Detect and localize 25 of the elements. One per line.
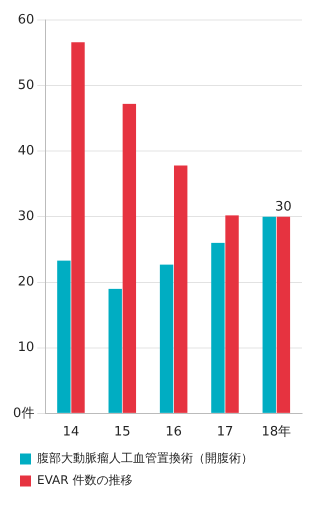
x-tick-label: 18年 bbox=[262, 424, 292, 440]
y-tick-label: 50 bbox=[18, 78, 34, 93]
bar bbox=[225, 215, 239, 413]
x-tick-label: 14 bbox=[62, 424, 80, 440]
legend-label: 腹部大動脈瘤人工血管置換術（開腹術） bbox=[37, 451, 253, 466]
bar bbox=[262, 216, 276, 413]
bar bbox=[71, 42, 85, 413]
legend-label: EVAR 件数の推移 bbox=[37, 473, 132, 488]
x-tick-label: 17 bbox=[216, 424, 234, 440]
x-tick-label: 15 bbox=[114, 424, 131, 440]
bar bbox=[211, 242, 225, 413]
data-label: 30 bbox=[275, 200, 292, 215]
y-tick-label: 60 bbox=[18, 12, 34, 28]
y-tick-label: 10 bbox=[18, 340, 34, 356]
y-tick-label: 40 bbox=[18, 144, 34, 159]
bar bbox=[160, 264, 174, 413]
bar bbox=[276, 216, 290, 413]
bar bbox=[57, 260, 71, 413]
bar bbox=[108, 288, 122, 413]
x-tick-label: 16 bbox=[165, 424, 182, 440]
bar bbox=[122, 104, 136, 413]
bar bbox=[174, 166, 188, 413]
y-tick-label: 30 bbox=[18, 209, 34, 224]
y-tick-label: 20 bbox=[18, 274, 34, 290]
y-tick-label: 0件 bbox=[12, 406, 34, 421]
